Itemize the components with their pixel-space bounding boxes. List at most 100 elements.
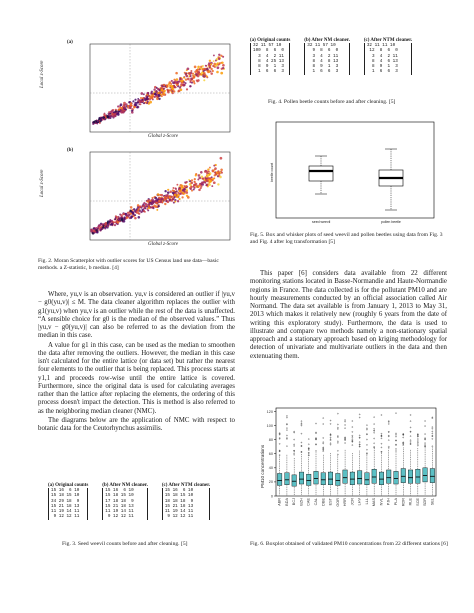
outlier-point <box>329 439 332 441</box>
station-box <box>378 471 384 485</box>
scatter-point <box>180 83 183 86</box>
scatter-point <box>106 115 110 119</box>
y-tick-label: 80 <box>269 438 273 442</box>
outlier-point <box>395 412 397 414</box>
scatter-point <box>140 92 144 95</box>
scatter-point <box>109 219 112 221</box>
scatter-point <box>99 224 102 226</box>
scatter-point <box>131 211 134 214</box>
scatter-point <box>177 193 180 197</box>
scatter-point <box>157 92 160 95</box>
scatter-point <box>200 171 203 174</box>
outlier-point <box>344 424 346 426</box>
scatter-point <box>113 221 116 224</box>
scatter-point <box>180 185 184 189</box>
outlier-point <box>293 438 295 441</box>
scatter-point <box>128 213 131 216</box>
scatter-point <box>207 174 210 177</box>
scatter-point <box>130 104 133 107</box>
station-box <box>306 473 312 486</box>
outlier-point <box>409 443 412 445</box>
scatter-point <box>120 214 123 217</box>
scatter-point <box>194 181 196 184</box>
left-body-text: Where, yu,v is an observation. yu,v is c… <box>38 291 235 433</box>
scatter-point <box>222 66 225 70</box>
scatter-point <box>160 88 164 92</box>
scatter-point <box>176 200 180 203</box>
scatter-point <box>184 181 187 184</box>
figure5-xlabel-seed: seed weevil <box>312 220 331 224</box>
figure3-c-label: (c) After NTM cleaner. <box>161 483 211 488</box>
scatter-point <box>171 197 175 200</box>
scatter-point <box>120 216 123 219</box>
figure3-b: (b) After NM cleaner. 15 16 6 10 15 18 1… <box>102 483 148 520</box>
scatter-point <box>146 207 149 210</box>
xlabel-a: Global z-Score <box>148 134 178 139</box>
outlier-point <box>409 414 412 416</box>
scatter-point <box>92 229 96 233</box>
scatter-point <box>127 106 130 109</box>
outlier-point <box>344 442 346 444</box>
scatter-point <box>150 96 154 100</box>
outlier-point <box>351 444 354 446</box>
scatter-points-a <box>91 53 226 126</box>
outlier-point <box>300 451 303 453</box>
scatter-point <box>200 67 202 70</box>
scatter-point <box>180 79 183 83</box>
outlier-point <box>402 441 404 444</box>
scatter-point <box>185 185 188 188</box>
scatterplot-a <box>89 43 231 133</box>
scatter-point <box>156 97 159 101</box>
station-box <box>429 468 435 483</box>
scatter-point <box>153 88 156 91</box>
scatter-point <box>193 184 196 187</box>
scatter-point <box>137 97 140 100</box>
outlier-point <box>344 439 346 441</box>
scatter-point <box>173 86 176 89</box>
outlier-point <box>424 438 426 441</box>
station-label: CAE <box>307 498 311 506</box>
figure3-matrices: (a) Original counts 15 16 6 10 15 18 15 … <box>48 483 238 520</box>
scatter-point <box>184 82 187 85</box>
station-label: BCJ <box>292 498 296 505</box>
scatter-point <box>123 101 126 105</box>
scatter-point <box>145 94 148 97</box>
figure2-caption: Fig. 2. Moran Scatterplot with outlier s… <box>38 258 219 271</box>
scatter-point <box>193 65 197 69</box>
ylabel-a: Local z-Score <box>40 60 45 88</box>
outlier-point <box>337 440 339 443</box>
outlier-point <box>315 432 317 434</box>
figure3-c-matrix: 15 16 6 10 15 18 15 10 18 18 18 9 15 21 … <box>161 488 211 520</box>
outlier-point <box>300 445 303 447</box>
outlier-point <box>388 434 390 437</box>
scatter-point <box>129 206 133 209</box>
outlier-point <box>337 426 339 429</box>
outlier-point <box>351 434 354 437</box>
outlier-point <box>351 439 354 442</box>
scatter-point <box>117 218 120 221</box>
outlier-point <box>417 441 419 444</box>
outlier-point <box>293 431 295 434</box>
scatter-point <box>160 95 163 98</box>
station-label: MAS <box>372 498 376 507</box>
box-seed-weevil <box>308 155 334 195</box>
outlier-point <box>395 439 397 442</box>
outlier-point <box>322 450 324 452</box>
boxplot-figure5 <box>275 121 435 219</box>
station-box <box>371 469 377 484</box>
outlier-point <box>366 444 368 446</box>
scatter-point <box>126 211 130 214</box>
scatter-point <box>134 98 137 101</box>
scatter-point <box>135 210 138 213</box>
outlier-point <box>293 430 295 433</box>
outlier-point <box>322 442 324 445</box>
scatter-point <box>141 98 144 101</box>
scatter-point <box>173 90 176 93</box>
scatter-point <box>101 223 104 226</box>
outlier-point <box>286 437 288 439</box>
outlier-point <box>308 438 310 440</box>
scatter-point <box>121 110 125 114</box>
scatter-point <box>212 60 215 63</box>
scatter-point <box>154 92 157 95</box>
outlier-point <box>344 437 346 439</box>
